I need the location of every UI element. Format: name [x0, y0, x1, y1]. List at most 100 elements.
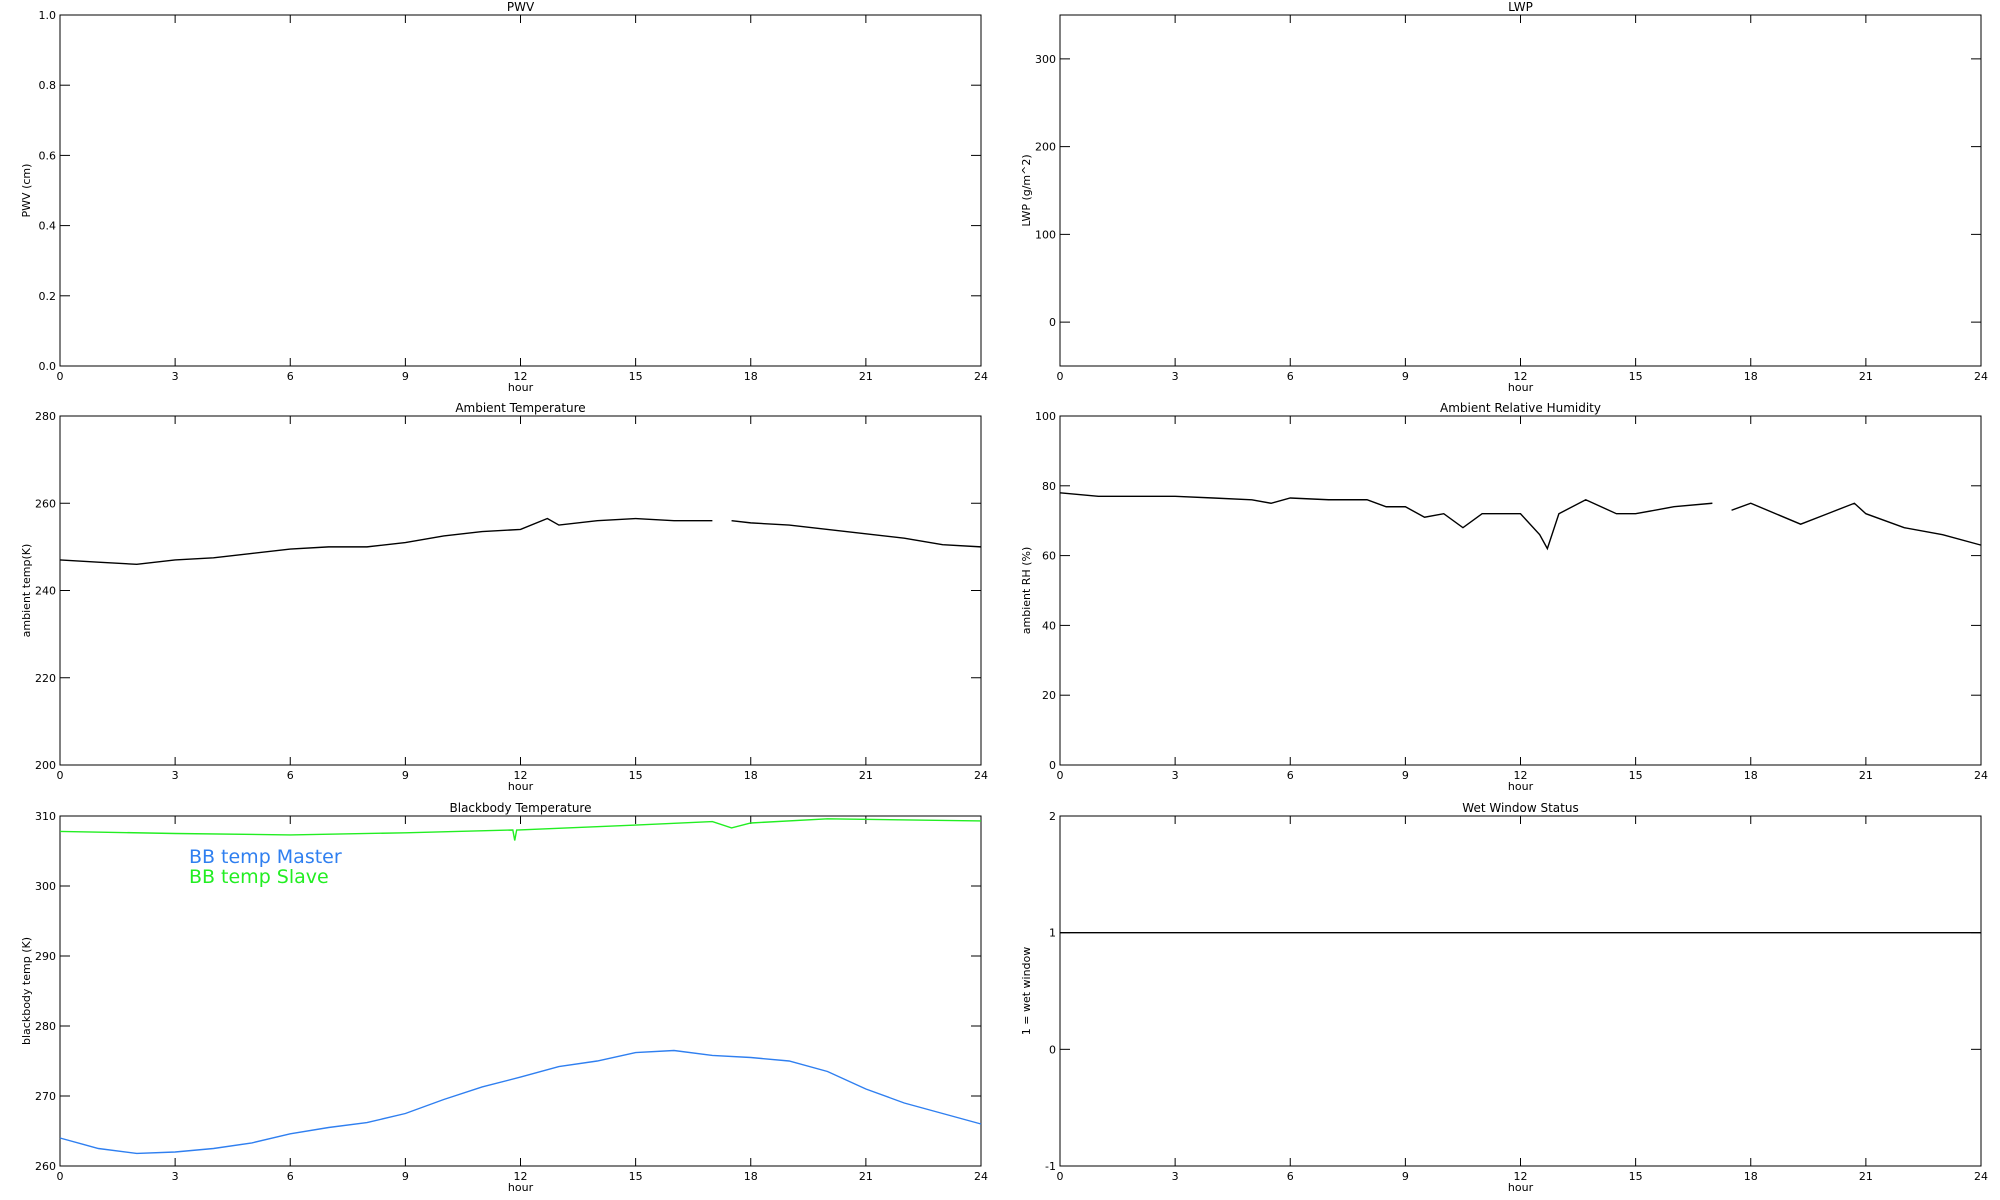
- y-tick-label: -1: [1045, 1160, 1056, 1173]
- x-tick-label: 24: [1974, 1170, 1988, 1183]
- y-tick-label: 300: [1035, 53, 1056, 66]
- y-tick-label: 0.0: [39, 360, 57, 373]
- x-tick-label: 15: [1629, 769, 1643, 782]
- y-tick-label: 80: [1042, 480, 1056, 493]
- x-axis-label: hour: [1508, 381, 1534, 394]
- x-tick-label: 6: [1287, 769, 1294, 782]
- data-line: [59, 517, 982, 566]
- y-tick-label: 310: [35, 810, 56, 823]
- x-tick-label: 3: [1172, 370, 1179, 383]
- x-tick-label: 3: [1172, 769, 1179, 782]
- y-tick-label: 260: [35, 1160, 56, 1173]
- y-tick-label: 290: [35, 950, 56, 963]
- x-tick-label: 18: [1744, 1170, 1758, 1183]
- x-tick-label: 3: [172, 1170, 179, 1183]
- x-tick-label: 18: [1744, 769, 1758, 782]
- y-tick-label: 1: [1049, 927, 1056, 940]
- x-tick-label: 18: [744, 1170, 758, 1183]
- y-axis-label: LWP (g/m^2): [1020, 154, 1033, 226]
- x-tick-label: 6: [1287, 1170, 1294, 1183]
- y-tick-label: 100: [1035, 410, 1056, 423]
- legend-entry: BB temp Slave: [189, 866, 329, 888]
- plot-frame: [1059, 14, 1982, 367]
- x-tick-label: 12: [1514, 370, 1528, 383]
- data-line: [59, 818, 982, 841]
- x-tick-label: 21: [859, 370, 873, 383]
- y-axis-label: 1 = wet window: [1020, 947, 1033, 1036]
- x-tick-label: 24: [974, 370, 988, 383]
- y-tick-label: 0: [1049, 316, 1056, 329]
- x-tick-label: 12: [514, 1170, 528, 1183]
- y-tick-label: 200: [1035, 141, 1056, 154]
- plot-frame: [59, 415, 982, 766]
- y-tick-label: 0: [1049, 1043, 1056, 1056]
- plot-frame: [1059, 415, 1982, 766]
- y-axis-label: ambient temp(K): [20, 544, 33, 638]
- x-tick-label: 15: [1629, 370, 1643, 383]
- x-tick-label: 9: [1402, 370, 1409, 383]
- y-tick-label: 0.4: [39, 220, 57, 233]
- chart-title: Blackbody Temperature: [450, 801, 592, 815]
- chart-title: Ambient Temperature: [455, 401, 585, 415]
- x-tick-label: 24: [1974, 370, 1988, 383]
- y-tick-label: 260: [35, 497, 56, 510]
- y-tick-label: 1.0: [39, 9, 57, 22]
- y-tick-label: 280: [35, 410, 56, 423]
- y-tick-label: 240: [35, 585, 56, 598]
- x-axis-label: hour: [1508, 780, 1534, 793]
- plot-frame: [59, 14, 982, 367]
- y-tick-label: 2: [1049, 810, 1056, 823]
- x-tick-label: 21: [859, 1170, 873, 1183]
- x-tick-label: 12: [1514, 769, 1528, 782]
- y-tick-label: 40: [1042, 619, 1056, 632]
- x-axis-label: hour: [508, 1181, 534, 1194]
- x-tick-label: 6: [1287, 370, 1294, 383]
- x-tick-label: 21: [1859, 1170, 1873, 1183]
- x-tick-label: 6: [287, 1170, 294, 1183]
- y-tick-label: 20: [1042, 689, 1056, 702]
- x-tick-label: 15: [629, 1170, 643, 1183]
- y-axis-label: PWV (cm): [20, 164, 33, 218]
- x-tick-label: 3: [172, 769, 179, 782]
- y-axis-label: ambient RH (%): [1020, 547, 1033, 635]
- y-tick-label: 0.6: [39, 149, 57, 162]
- y-tick-label: 220: [35, 672, 56, 685]
- y-tick-label: 100: [1035, 228, 1056, 241]
- x-tick-label: 6: [287, 370, 294, 383]
- x-tick-label: 24: [1974, 769, 1988, 782]
- y-tick-label: 270: [35, 1090, 56, 1103]
- x-tick-label: 15: [1629, 1170, 1643, 1183]
- chart-title: Ambient Relative Humidity: [1440, 401, 1601, 415]
- x-tick-label: 9: [402, 370, 409, 383]
- x-axis-label: hour: [1508, 1181, 1534, 1194]
- y-tick-label: 200: [35, 759, 56, 772]
- x-tick-label: 9: [1402, 769, 1409, 782]
- y-tick-label: 0: [1049, 759, 1056, 772]
- x-tick-label: 12: [514, 370, 528, 383]
- y-axis-label: blackbody temp (K): [20, 937, 33, 1045]
- chart-title: Wet Window Status: [1462, 801, 1578, 815]
- x-tick-label: 3: [172, 370, 179, 383]
- x-tick-label: 9: [402, 1170, 409, 1183]
- plot-frame: [1059, 815, 1982, 1167]
- x-tick-label: 21: [1859, 370, 1873, 383]
- y-tick-label: 0.8: [39, 79, 57, 92]
- y-tick-label: 0.2: [39, 290, 57, 303]
- chart-title: LWP: [1508, 0, 1533, 14]
- x-tick-label: 12: [514, 769, 528, 782]
- y-tick-label: 300: [35, 880, 56, 893]
- chart-title: PWV: [507, 0, 535, 14]
- x-tick-label: 0: [1057, 370, 1064, 383]
- x-tick-label: 0: [1057, 769, 1064, 782]
- x-tick-label: 0: [1057, 1170, 1064, 1183]
- x-tick-label: 24: [974, 769, 988, 782]
- x-tick-label: 0: [57, 769, 64, 782]
- x-tick-label: 21: [859, 769, 873, 782]
- x-tick-label: 6: [287, 769, 294, 782]
- x-tick-label: 18: [744, 769, 758, 782]
- x-tick-label: 18: [744, 370, 758, 383]
- legend-entry: BB temp Master: [189, 846, 342, 868]
- x-tick-label: 3: [1172, 1170, 1179, 1183]
- data-line: [59, 1049, 982, 1155]
